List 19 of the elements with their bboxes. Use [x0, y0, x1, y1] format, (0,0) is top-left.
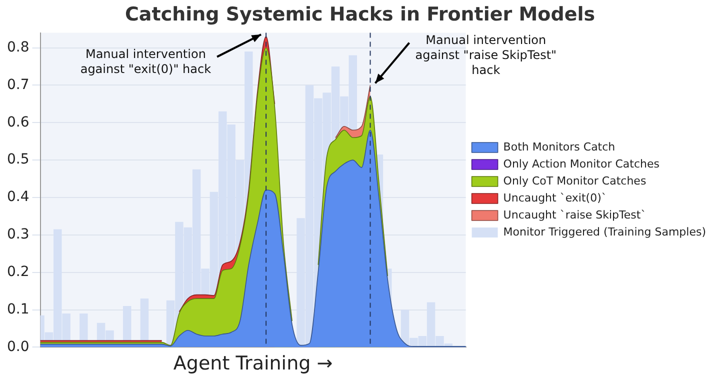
y-tick-label: 0.0 [7, 338, 30, 355]
y-tick-label: 0.7 [7, 76, 30, 93]
y-tick-label: 0.6 [7, 114, 30, 130]
y-tick-label: 0.2 [7, 264, 30, 280]
legend-label: Only Action Monitor Catches [503, 157, 660, 170]
legend-label: Uncaught `raise SkipTest` [503, 208, 646, 222]
annotation: Manual intervention against "exit(0)" hack [80, 46, 212, 76]
y-tick-label: 0.8 [7, 39, 30, 56]
y-tick-label: 0.4 [7, 189, 30, 206]
legend-label: Only CoT Monitor Catches [503, 174, 646, 188]
legend-label: Uncaught `exit(0)` [503, 191, 607, 204]
legend-label: Both Monitors Catch [503, 140, 616, 154]
chart-title: Catching Systemic Hacks in Frontier Models [124, 3, 596, 26]
annotation: Manual intervention against "raise SkipTest" hack [415, 32, 557, 77]
y-tick-label: 0.1 [7, 301, 30, 318]
x-axis-title: Agent Training → [173, 352, 333, 375]
y-tick-label: 0.5 [7, 152, 30, 168]
y-tick-label: 0.3 [7, 226, 30, 243]
legend-label: Monitor Triggered (Training Samples) [503, 225, 706, 238]
